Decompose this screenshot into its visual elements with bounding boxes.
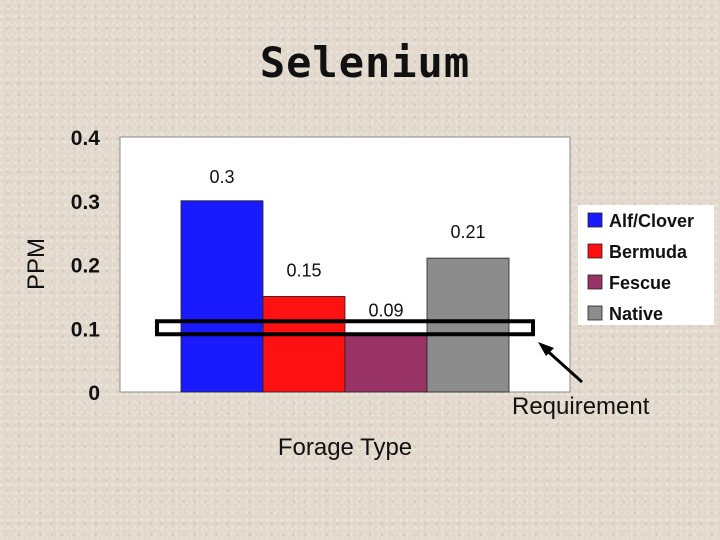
chart-title: Selenium	[259, 38, 471, 87]
data-label: 0.09	[368, 301, 403, 321]
legend-swatch	[587, 212, 603, 228]
y-tick-label: 0.2	[71, 255, 100, 278]
legend-label: Alf/Clover	[609, 211, 694, 231]
legend-label: Fescue	[609, 273, 671, 293]
requirement-label: Requirement	[512, 393, 650, 420]
y-tick-label: 0.4	[71, 127, 101, 150]
legend-swatch	[587, 305, 603, 321]
data-label: 0.21	[450, 222, 485, 242]
legend-swatch	[587, 243, 603, 259]
legend-label: Native	[609, 304, 663, 324]
data-label: 0.15	[286, 260, 321, 280]
y-tick-label: 0	[88, 382, 100, 405]
x-axis-title: Forage Type	[278, 434, 412, 461]
requirement-line	[155, 319, 535, 337]
legend-label: Bermuda	[609, 242, 688, 262]
bar-native	[426, 257, 510, 393]
legend-swatch	[587, 274, 603, 290]
requirement-arrow-line	[541, 345, 584, 384]
y-tick-label: 0.3	[71, 191, 100, 214]
requirement-arrow-head	[538, 342, 554, 356]
bar-alf-clover	[180, 200, 264, 393]
bar-bermuda	[262, 295, 346, 393]
data-label: 0.3	[209, 167, 234, 187]
y-tick-label: 0.1	[71, 318, 101, 341]
bar-fescue	[344, 334, 428, 393]
y-axis-title: PPM	[23, 238, 50, 290]
